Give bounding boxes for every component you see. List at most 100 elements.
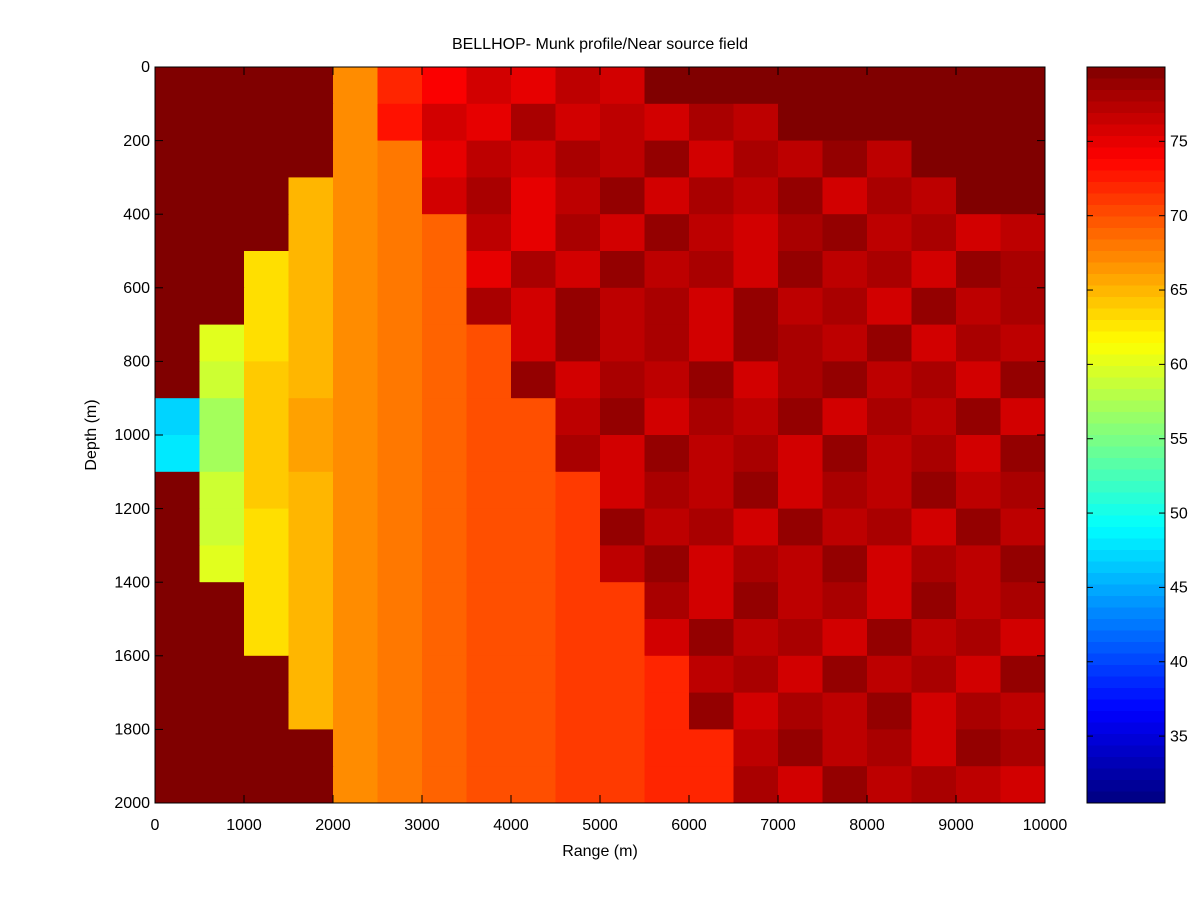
heatmap-cell xyxy=(689,582,734,620)
heatmap-cell xyxy=(288,324,334,362)
heatmap-cell xyxy=(911,140,957,178)
heatmap-cell xyxy=(689,324,734,362)
heatmap-cell xyxy=(155,655,200,694)
heatmap-cell xyxy=(377,619,423,657)
colorbar-band xyxy=(1087,780,1165,792)
heatmap-cell xyxy=(288,287,334,326)
heatmap-cell xyxy=(511,251,556,289)
heatmap-cell xyxy=(466,251,512,289)
heatmap-cell xyxy=(733,67,779,105)
heatmap-cell xyxy=(689,471,734,510)
heatmap-cell xyxy=(778,324,823,362)
heatmap-cell xyxy=(244,67,289,105)
heatmap-cell xyxy=(199,67,245,105)
colorbar-tick-label: 45 xyxy=(1170,580,1188,597)
heatmap-cell xyxy=(377,214,423,252)
heatmap-cell xyxy=(1000,287,1046,326)
heatmap-cell xyxy=(911,655,957,694)
heatmap-cell xyxy=(333,435,378,473)
heatmap-cell xyxy=(288,67,334,105)
colorbar-band xyxy=(1087,251,1165,263)
colorbar-band xyxy=(1087,768,1165,781)
heatmap-cell xyxy=(822,361,868,399)
heatmap-cell xyxy=(511,619,556,657)
heatmap-cell xyxy=(911,251,957,289)
heatmap-cell xyxy=(333,729,378,767)
colorbar-band xyxy=(1087,147,1165,160)
colorbar-band xyxy=(1087,423,1165,436)
heatmap-cell xyxy=(1000,545,1046,583)
heatmap-cell xyxy=(600,508,645,546)
colorbar-band xyxy=(1087,366,1165,378)
heatmap-cell xyxy=(466,177,512,215)
colorbar-band xyxy=(1087,193,1165,206)
colorbar-band xyxy=(1087,182,1165,194)
x-tick-label: 1000 xyxy=(226,817,262,834)
heatmap-cell xyxy=(377,766,423,804)
heatmap-cell xyxy=(778,729,823,767)
heatmap-cell xyxy=(155,287,200,326)
heatmap-cell xyxy=(333,177,378,215)
colorbar-band xyxy=(1087,101,1165,114)
heatmap-cell xyxy=(1000,582,1046,620)
heatmap-cell xyxy=(600,435,645,473)
heatmap-cell xyxy=(644,67,690,105)
heatmap-cell xyxy=(733,361,779,399)
colorbar-band xyxy=(1087,688,1165,700)
heatmap-cell xyxy=(644,619,690,657)
x-tick-label: 8000 xyxy=(849,817,885,834)
colorbar-band xyxy=(1087,354,1165,367)
heatmap-cell xyxy=(333,287,378,326)
heatmap-cell xyxy=(956,67,1001,105)
heatmap-cell xyxy=(600,619,645,657)
heatmap-cell xyxy=(644,655,690,694)
heatmap-cell xyxy=(333,67,378,105)
heatmap-cell xyxy=(867,766,912,804)
heatmap-cell xyxy=(333,251,378,289)
colorbar-band xyxy=(1087,331,1165,344)
heatmap-cell xyxy=(867,140,912,178)
heatmap-cell xyxy=(288,619,334,657)
heatmap-cell xyxy=(244,619,289,657)
heatmap-cell xyxy=(377,251,423,289)
heatmap-cell xyxy=(956,103,1001,142)
heatmap-cell xyxy=(244,177,289,215)
heatmap-cell xyxy=(155,67,200,105)
colorbar-band xyxy=(1087,308,1165,321)
heatmap-cell xyxy=(155,619,200,657)
heatmap-cell xyxy=(422,177,467,215)
colorbar-band xyxy=(1087,665,1165,677)
colorbar-band xyxy=(1087,596,1165,608)
heatmap-cell xyxy=(689,619,734,657)
heatmap-cell xyxy=(911,435,957,473)
heatmap-cell xyxy=(288,655,334,694)
heatmap-cell xyxy=(600,287,645,326)
heatmap-cell xyxy=(422,67,467,105)
heatmap-cell xyxy=(199,655,245,694)
heatmap-cell xyxy=(511,177,556,215)
heatmap-cell xyxy=(422,729,467,767)
heatmap-cell xyxy=(1000,398,1046,436)
colorbar-band xyxy=(1087,584,1165,597)
heatmap-cell xyxy=(155,214,200,252)
heatmap-cell xyxy=(822,251,868,289)
heatmap-cell xyxy=(911,545,957,583)
heatmap-cell xyxy=(199,435,245,473)
heatmap-cell xyxy=(377,582,423,620)
heatmap-cell xyxy=(644,471,690,510)
heatmap-cell xyxy=(1000,729,1046,767)
heatmap-cell xyxy=(466,582,512,620)
chart-title: BELLHOP- Munk profile/Near source field xyxy=(452,36,748,53)
heatmap-cell xyxy=(689,508,734,546)
heatmap-cell xyxy=(956,655,1001,694)
colorbar-band xyxy=(1087,642,1165,654)
heatmap-cell xyxy=(1000,67,1046,105)
y-tick-label: 400 xyxy=(123,206,150,223)
heatmap-cell xyxy=(244,471,289,510)
heatmap-cell xyxy=(377,103,423,142)
heatmap-cell xyxy=(555,508,601,546)
heatmap-cell xyxy=(822,103,868,142)
heatmap-cell xyxy=(511,103,556,142)
heatmap-cell xyxy=(244,251,289,289)
colorbar-band xyxy=(1087,78,1165,91)
